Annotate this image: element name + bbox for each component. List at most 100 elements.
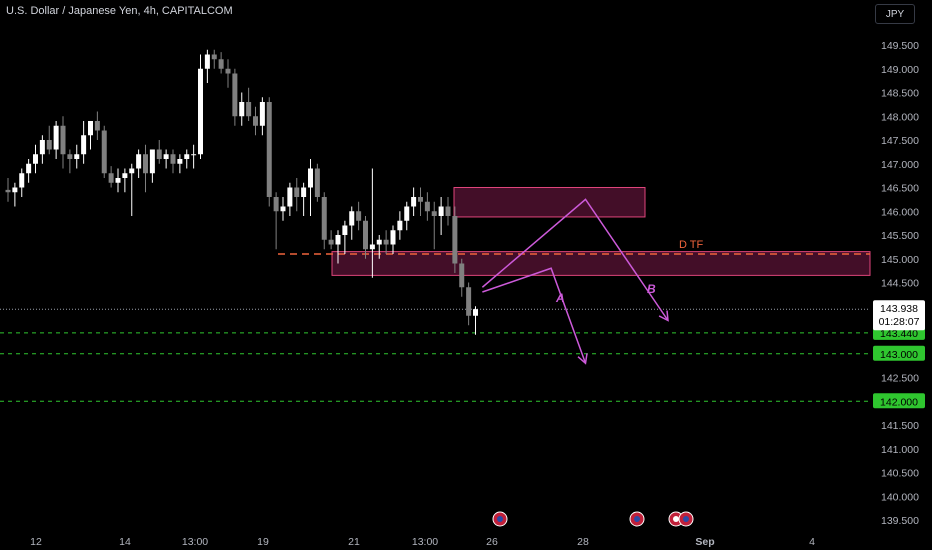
currency-button[interactable]: JPY (875, 4, 915, 24)
y-tick-label: 147.500 (881, 135, 919, 147)
candle-body (204, 54, 210, 69)
supply-zone-1 (453, 187, 646, 218)
last-price-label: 143.938 (880, 303, 918, 315)
support-price-tag (873, 345, 925, 361)
candle-body (225, 68, 231, 74)
candle-body (438, 206, 444, 216)
candle-body (67, 154, 73, 159)
candle-body (246, 102, 252, 117)
x-tick-label: 4 (809, 536, 815, 548)
candle-body (445, 206, 451, 216)
x-tick-label: 12 (30, 536, 42, 548)
candle-body (418, 197, 423, 202)
x-tick-label: Sep (695, 536, 714, 548)
scenario-label: A (555, 291, 565, 305)
candle-body (287, 187, 293, 207)
scenario-a-path (482, 267, 587, 364)
candle-body (191, 154, 197, 156)
x-tick-label: 19 (257, 536, 269, 548)
y-tick-label: 147.000 (881, 159, 919, 171)
y-tick-label: 141.500 (881, 420, 919, 432)
candle-body (19, 173, 25, 188)
y-tick-label: 144.500 (881, 278, 919, 290)
candle-body (33, 154, 38, 164)
y-tick-label: 145.500 (881, 230, 919, 242)
y-tick-label: 140.000 (881, 491, 919, 503)
candle-body (81, 135, 87, 155)
candle-body (46, 140, 52, 150)
candle-body (266, 102, 272, 197)
event-icon-center (634, 516, 640, 522)
candle-body (170, 154, 176, 164)
candle-body (108, 173, 114, 183)
candle-body (177, 159, 183, 164)
y-tick-label: 139.500 (881, 515, 919, 527)
y-tick-label: 149.500 (881, 40, 919, 52)
candle-body (60, 125, 66, 155)
y-tick-label: 146.000 (881, 206, 919, 218)
candle-body (273, 197, 279, 212)
candle-body (411, 197, 417, 207)
daily-tf-label: D TF (679, 239, 704, 251)
candle-body (39, 140, 45, 155)
scenario-arrowhead (658, 310, 669, 322)
chart-title: U.S. Dollar / Japanese Yen, 4h, CAPITALC… (6, 5, 233, 17)
candle-body (383, 239, 389, 245)
candle-body (363, 220, 368, 250)
countdown-label: 01:28:07 (879, 316, 920, 328)
candle-body (349, 211, 355, 226)
candle-body (335, 235, 341, 245)
support-price-label: 142.000 (880, 396, 918, 408)
candle-body (74, 154, 80, 159)
candle-body (88, 121, 93, 136)
y-tick-label: 148.000 (881, 111, 919, 123)
candle-body (397, 220, 403, 231)
y-tick-label: 141.000 (881, 444, 919, 456)
candle-body (143, 154, 148, 174)
event-flag-icon (629, 511, 645, 527)
scenario-b-path (481, 198, 669, 321)
x-tick-label: 28 (577, 536, 589, 548)
last-price-tag (873, 300, 925, 331)
candle-body (12, 187, 18, 193)
candle-body (94, 121, 100, 131)
candle-body (459, 263, 465, 288)
candle-body (321, 197, 327, 240)
candle-body (328, 239, 334, 245)
candle-body (342, 225, 348, 235)
candle-body (101, 130, 107, 174)
support-price-tag (873, 393, 925, 409)
supply-zone-2 (331, 251, 871, 276)
x-tick-label: 21 (348, 536, 360, 548)
x-tick-label: 26 (486, 536, 498, 548)
candle-body (473, 309, 478, 316)
candle-body (253, 116, 258, 126)
candle-body (149, 149, 155, 174)
candle-body (211, 54, 217, 60)
candle-body (163, 154, 169, 159)
y-tick-label: 140.500 (881, 468, 919, 480)
candle-body (404, 206, 410, 221)
candle-body (390, 230, 396, 245)
event-icon-center (497, 516, 503, 522)
candle-body (301, 187, 307, 197)
y-tick-label: 149.000 (881, 64, 919, 76)
candle-body (294, 187, 300, 197)
candle-body (280, 206, 286, 212)
scenario-label: B (647, 282, 656, 296)
y-tick-label: 145.000 (881, 254, 919, 266)
candle-body (239, 102, 245, 117)
candle-body (314, 168, 320, 197)
scenario-arrowhead (577, 353, 588, 365)
candle-body (376, 239, 382, 245)
event-icon-center (673, 516, 679, 522)
support-price-label: 143.440 (880, 328, 918, 340)
candle-body (184, 154, 190, 159)
event-flag-icon (678, 511, 694, 527)
y-tick-label: 142.500 (881, 373, 919, 385)
candle-body (232, 73, 238, 117)
candle-body (198, 68, 203, 155)
candle-body (431, 211, 437, 216)
candle-body (259, 102, 265, 126)
